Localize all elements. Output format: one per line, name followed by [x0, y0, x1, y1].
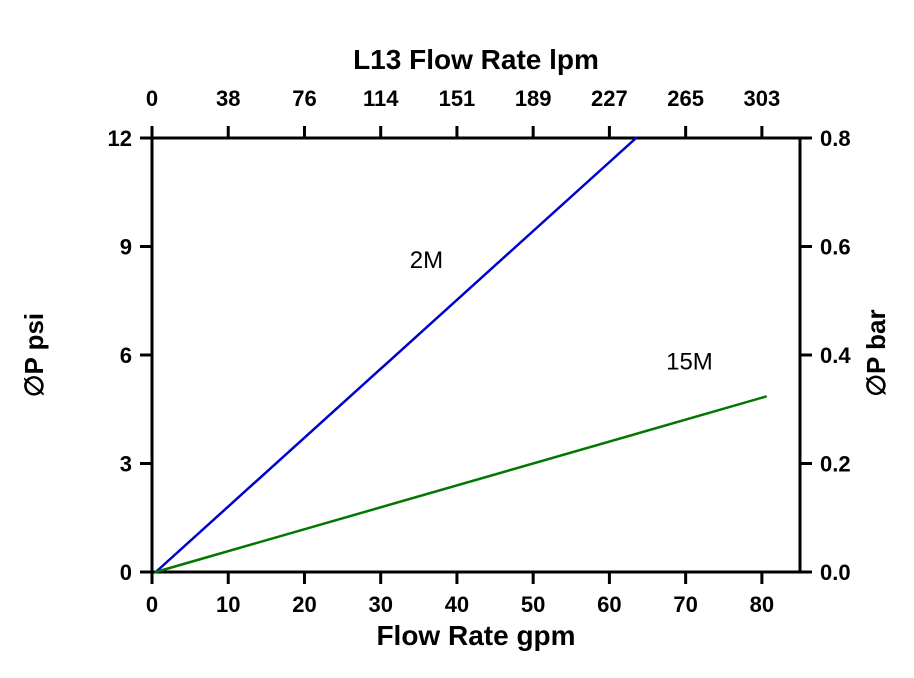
y-left-tick-label: 0	[120, 560, 132, 585]
y-right-tick-label: 0.8	[820, 126, 851, 151]
y-right-tick-label: 0.2	[820, 452, 851, 477]
x-axis-label-bottom: Flow Rate gpm	[376, 620, 576, 651]
x-bottom-tick-label: 10	[216, 592, 240, 617]
x-top-tick-label: 0	[146, 86, 158, 111]
x-top-tick-label: 227	[591, 86, 628, 111]
y-right-tick-label: 0.6	[820, 235, 851, 260]
x-bottom-tick-label: 60	[597, 592, 621, 617]
y-right-tick-label: 0.4	[820, 343, 851, 368]
x-bottom-tick-label: 0	[146, 592, 158, 617]
series-line-2m	[154, 136, 638, 574]
x-top-tick-label: 265	[667, 86, 704, 111]
x-bottom-tick-label: 30	[368, 592, 392, 617]
x-top-tick-label: 303	[744, 86, 781, 111]
y-axis-label-left: ∅P psi	[19, 312, 49, 398]
x-bottom-tick-label: 70	[673, 592, 697, 617]
y-left-tick-label: 6	[120, 343, 132, 368]
x-top-tick-label: 151	[439, 86, 476, 111]
x-bottom-tick-label: 50	[521, 592, 545, 617]
x-bottom-tick-label: 20	[292, 592, 316, 617]
y-left-tick-label: 9	[120, 235, 132, 260]
x-top-tick-label: 189	[515, 86, 552, 111]
series-label-2m: 2M	[410, 247, 443, 274]
x-top-tick-label: 114	[363, 86, 399, 111]
x-top-tick-label: 38	[216, 86, 240, 111]
x-bottom-tick-label: 40	[445, 592, 469, 617]
y-right-tick-label: 0.0	[820, 560, 851, 585]
y-axis-label-right: ∅P bar	[861, 309, 891, 397]
y-left-tick-label: 3	[120, 452, 132, 477]
series-line-15m	[154, 395, 767, 574]
y-left-tick-label: 12	[108, 126, 132, 151]
x-top-tick-label: 76	[292, 86, 316, 111]
x-bottom-tick-label: 80	[750, 592, 774, 617]
chart-title: L13 Flow Rate lpm	[353, 44, 599, 75]
series-label-15m: 15M	[666, 348, 713, 375]
